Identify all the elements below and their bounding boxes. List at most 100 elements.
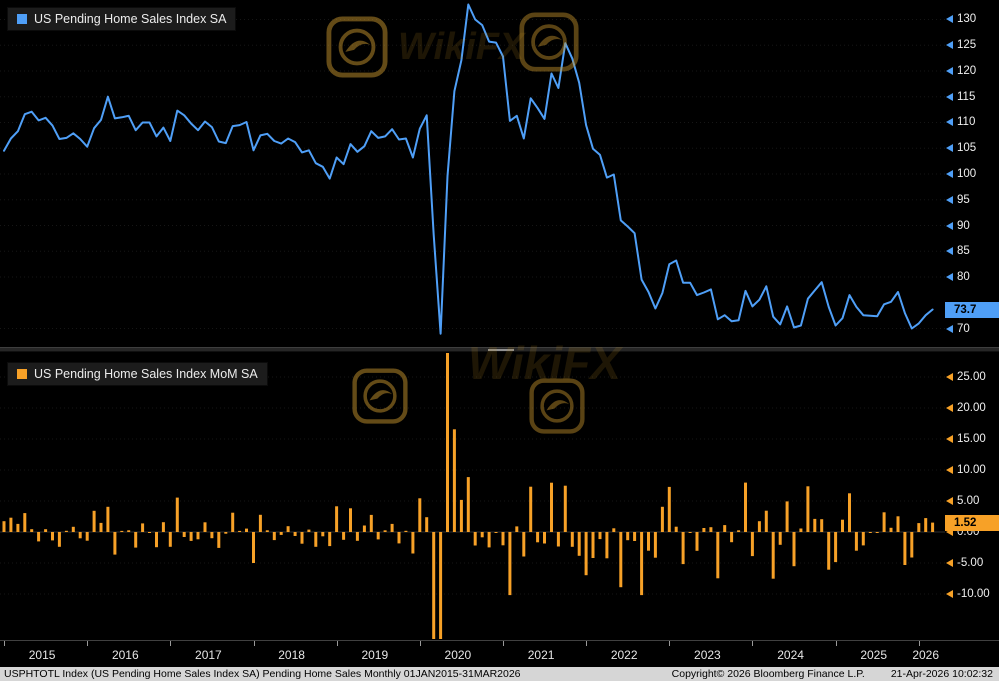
legend-label: US Pending Home Sales Index SA	[34, 12, 227, 26]
tick-arrow-icon	[946, 41, 953, 50]
tick-arrow-icon	[946, 221, 953, 230]
tick-label: 120	[957, 64, 977, 77]
tick-label: 95	[957, 193, 970, 206]
y-axis-tick: 5.00	[946, 495, 979, 507]
copyright-text: Copyright© 2026 Bloomberg Finance L.P.	[671, 668, 865, 680]
tick-arrow-icon	[946, 247, 953, 256]
tick-label: -10.00	[957, 588, 990, 600]
y-axis-tick: 20.00	[946, 402, 986, 414]
x-axis-year-label: 2020	[444, 648, 472, 662]
x-axis-year-label: 2021	[527, 648, 555, 662]
orange-series-swatch-icon	[17, 369, 27, 379]
tick-arrow-icon	[946, 559, 953, 567]
x-axis-tick	[4, 641, 5, 646]
tick-label: 70	[957, 322, 970, 335]
x-axis-year-label: 2022	[610, 648, 638, 662]
x-axis-year-label: 2026	[912, 648, 940, 662]
tick-label: 80	[957, 271, 970, 284]
tick-label: 25.00	[957, 371, 986, 383]
tick-label: 110	[957, 116, 976, 129]
ticker-description: USPHTOTL Index (US Pending Home Sales In…	[4, 668, 521, 680]
y-axis-tick: 10.00	[946, 464, 986, 476]
tick-arrow-icon	[946, 373, 953, 381]
legend-index-mom-sa[interactable]: US Pending Home Sales Index MoM SA	[7, 362, 268, 386]
x-axis-year-label: 2018	[278, 648, 305, 662]
x-axis-tick	[253, 641, 255, 646]
y-axis-tick: 100	[946, 168, 976, 180]
tick-label: 15.00	[957, 433, 986, 445]
tick-label: -5.00	[957, 557, 984, 569]
tick-arrow-icon	[946, 170, 953, 178]
x-axis-tick	[336, 641, 338, 646]
last-value-badge-bottom: 1.52	[945, 514, 999, 531]
y-axis-tick: 85	[946, 245, 970, 257]
x-axis-year-label: 2024	[777, 648, 804, 662]
y-axis-tick: 120	[946, 65, 976, 77]
blue-series-swatch-icon	[17, 14, 27, 24]
y-axis-tick: 70	[946, 323, 970, 335]
y-axis-tick: 125	[946, 39, 976, 51]
x-axis-year-label: 2015	[28, 648, 56, 662]
tick-arrow-icon	[946, 66, 953, 75]
y-axis-tick: 130	[946, 13, 976, 25]
last-value-badge-top: 73.7	[945, 301, 999, 318]
y-axis-top[interactable]: 130 125 120 115 110 105 100 95 90 85 80 70	[946, 0, 999, 347]
x-axis-tick	[586, 641, 588, 646]
tick-label: 85	[957, 245, 970, 258]
x-axis-baseline	[0, 640, 999, 641]
tick-label: 105	[957, 142, 977, 155]
y-axis-tick: 80	[946, 271, 970, 283]
tick-label: 10.00	[957, 464, 986, 476]
x-axis-year-label: 2017	[195, 648, 222, 662]
tick-arrow-icon	[946, 144, 953, 153]
tick-label: 125	[957, 39, 977, 52]
panel-divider	[0, 347, 999, 352]
y-axis-tick: -5.00	[946, 557, 983, 569]
tick-label: 100	[957, 168, 977, 180]
y-axis-tick: 105	[946, 142, 976, 154]
panel-splitter-handle[interactable]	[488, 349, 514, 351]
tick-arrow-icon	[946, 497, 953, 505]
x-axis-tick	[503, 641, 504, 646]
legend-label: US Pending Home Sales Index MoM SA	[34, 367, 258, 381]
x-axis-year-label: 2023	[694, 648, 721, 662]
x-axis-year-label: 2025	[860, 648, 888, 662]
pending-home-sales-line-chart[interactable]	[0, 0, 945, 347]
y-axis-tick: 15.00	[946, 433, 986, 445]
tick-arrow-icon	[946, 195, 953, 204]
x-axis-tick	[170, 641, 172, 646]
tick-arrow-icon	[946, 435, 953, 443]
x-axis-tick	[752, 641, 754, 646]
tick-arrow-icon	[946, 404, 953, 412]
tick-arrow-icon	[946, 528, 953, 536]
tick-arrow-icon	[946, 92, 953, 101]
pending-home-sales-mom-bar-chart[interactable]	[0, 352, 945, 640]
x-axis-tick	[835, 641, 837, 646]
x-axis-year-label: 2016	[111, 648, 139, 662]
tick-label: 130	[957, 13, 977, 26]
tick-arrow-icon	[946, 15, 953, 24]
y-axis-tick: 25.00	[946, 371, 986, 383]
y-axis-tick: -10.00	[946, 588, 990, 600]
x-axis-tick	[918, 641, 920, 646]
timestamp: 21-Apr-2026 10:02:32	[890, 668, 993, 680]
y-axis-bottom[interactable]: 25.00 20.00 15.00 10.00 5.00 0.00 -5.00 -10.00	[946, 352, 999, 640]
tick-arrow-icon	[946, 324, 953, 333]
x-axis[interactable]: 2015 2016 2017 2018 2019 2020 2021 2022 2023 2024…	[0, 640, 999, 667]
y-axis-tick: 110	[946, 116, 975, 128]
y-axis-tick: 95	[946, 194, 970, 206]
x-axis-year-label: 2019	[361, 648, 389, 662]
tick-arrow-icon	[946, 590, 953, 598]
status-bar: USPHTOTL Index (US Pending Home Sales In…	[0, 667, 999, 681]
tick-arrow-icon	[946, 118, 953, 127]
tick-label: 90	[957, 219, 970, 232]
tick-arrow-icon	[946, 273, 953, 282]
tick-label: 20.00	[957, 402, 986, 414]
x-axis-tick	[87, 641, 89, 646]
tick-arrow-icon	[946, 466, 953, 474]
tick-label: 115	[957, 90, 976, 103]
x-axis-tick	[419, 641, 421, 646]
legend-index-sa[interactable]: US Pending Home Sales Index SA	[7, 7, 237, 31]
y-axis-tick: 115	[946, 91, 975, 103]
